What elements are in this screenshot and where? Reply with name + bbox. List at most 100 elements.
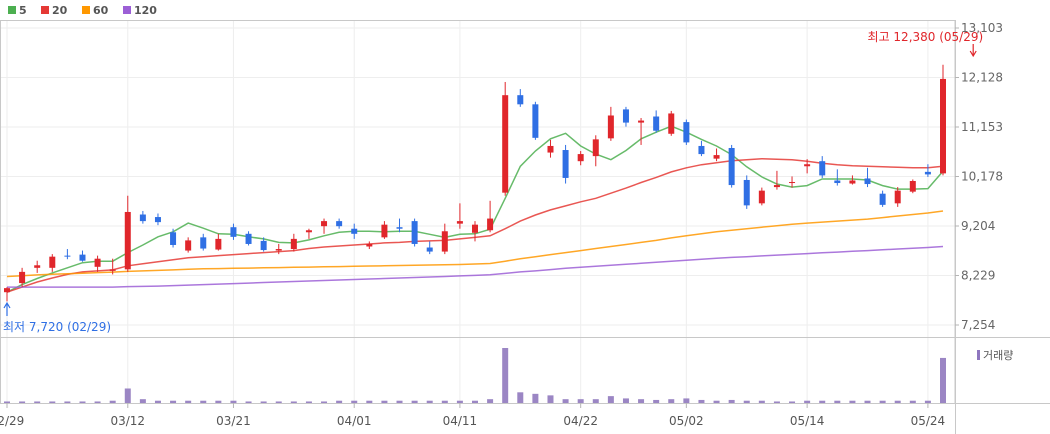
volume-bar [34,401,41,403]
candle-body [411,221,418,244]
legend: 5 20 60 120 [8,4,157,17]
candle-body [638,120,645,123]
volume-bar [487,399,494,403]
candle-body [849,180,856,184]
candle [592,135,599,167]
candle-body [381,224,388,238]
candle-body [924,171,931,175]
candle [879,190,886,207]
volume-bar [622,398,629,403]
volume-bar [124,388,131,403]
volume-bar [170,400,177,403]
candle-body [230,227,237,237]
volume-bar [472,400,478,403]
candle-body [758,190,765,204]
volume-bar [653,399,660,403]
volume-bar [819,400,826,403]
volume-bar [230,400,237,403]
candle [426,241,433,255]
candle-body [547,145,554,153]
candle-body [336,221,343,227]
candle [472,221,478,242]
volume-bar [502,348,509,403]
volume-bar [562,399,569,403]
x-tick-label: 04/22 [563,414,598,428]
volume-bar [577,399,584,403]
volume-legend-label: 거래량 [983,349,1013,362]
candle-body [819,161,826,176]
volume-bar [773,401,780,403]
candle-body [94,258,101,267]
volume-bar [834,400,841,403]
candle [245,231,252,246]
x-tick-label: 02/29 [0,414,24,428]
candle [4,287,10,302]
candle [456,203,463,229]
candle [713,148,720,162]
candle [230,223,237,240]
candle [381,221,388,239]
volume-bar [456,400,463,403]
candle-body [607,115,614,139]
candle-body [154,217,161,223]
candle [758,187,765,206]
volume-bar [713,400,720,403]
candle [396,218,403,233]
candle-body [804,164,811,167]
candle-body [532,104,539,138]
candle-body [441,231,448,252]
legend-swatch-5 [8,6,16,14]
volume-bar [49,401,56,403]
candle-body [260,240,267,251]
candle [607,106,614,141]
candle-body [502,95,509,193]
volume-bar [4,401,10,403]
candle-body [789,182,796,184]
moving-average-lines [6,125,944,293]
candle-body [4,288,10,293]
candle-body [245,233,252,244]
y-tick-label: 10,178 [961,170,1003,184]
volume-bar [275,401,282,403]
candle-body [275,249,282,251]
x-tick-label: 03/21 [216,414,251,428]
volume-bar [441,400,448,403]
candle [804,159,811,174]
volume-bar [728,399,735,403]
candle [200,233,207,251]
candle [94,255,101,272]
volume-bar [758,400,765,403]
candle-body [683,122,690,143]
volume-bar [638,399,645,403]
candle-body [487,218,494,231]
high-label: 최고 12,380 (05/29) [868,30,984,44]
candle [547,139,554,158]
candle [185,237,192,253]
candle [366,241,373,250]
legend-swatch-60 [82,6,90,14]
candle-body [185,240,192,251]
volume-bar [396,400,403,403]
volume-bar [879,400,886,403]
ma-line-60 [6,210,944,278]
candle [622,106,629,127]
y-tick-label: 11,153 [961,120,1003,134]
candle-body [864,178,871,185]
high-arrow [969,44,977,58]
legend-label-5: 5 [19,4,27,17]
candle-body [200,237,207,249]
candle-body [668,113,675,134]
candle [668,110,675,136]
volume-bar [940,357,946,403]
candle [321,218,328,234]
candle [215,233,222,251]
volume-panel: 거래량 [4,348,1013,403]
volume-bar [532,393,539,403]
candle [170,228,177,248]
candle-body [592,139,599,157]
legend-label-120: 120 [134,4,157,17]
candle-body [743,179,750,206]
volume-bar [547,395,554,403]
candle-body [49,256,56,268]
low-label: 최저 7,720 (02/29) [3,320,111,334]
